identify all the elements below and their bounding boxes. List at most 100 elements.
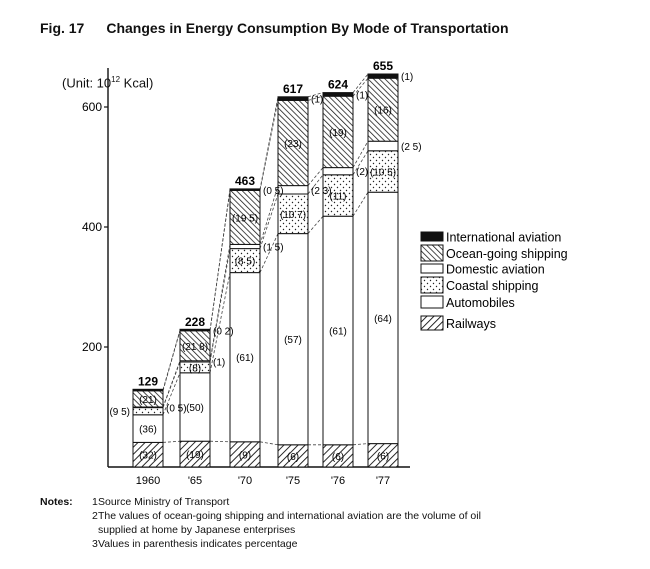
connector-line [209, 248, 231, 363]
x-tick-label: '75 [286, 475, 300, 487]
percent-label: (21) [139, 395, 157, 406]
legend-entry: International aviation [446, 231, 561, 245]
percent-label: (2 3) [311, 186, 332, 197]
connector-line [259, 185, 279, 245]
connector-line [307, 174, 324, 195]
percent-label: (19) [329, 128, 347, 139]
percent-label: (10 7) [280, 210, 306, 221]
bar-segment [367, 191, 399, 445]
notes-heading: Notes: [40, 496, 73, 508]
bar-segment [179, 330, 211, 362]
percent-label: (21 8) [182, 342, 208, 353]
bars: 129 228 463 617 624 655 [132, 59, 399, 468]
bar-segment [367, 73, 399, 79]
bar-segment [229, 189, 261, 245]
legend: International aviation Ocean-going shippi… [420, 231, 568, 331]
note-number: 1 [92, 496, 98, 508]
percent-label: (32) [139, 451, 157, 462]
bar-segment [229, 248, 261, 274]
bar-segment [132, 388, 164, 392]
legend-swatch [420, 276, 444, 294]
legend-entry: Automobiles [446, 296, 515, 310]
connector-line [162, 361, 181, 408]
bar-segment [229, 188, 261, 191]
bar-segment [179, 440, 211, 468]
legend-entry: Domestic aviation [446, 263, 545, 277]
percent-label: (8 5) [235, 257, 256, 268]
bar-segment [322, 215, 354, 446]
percent-label: (10 5) [370, 168, 396, 179]
percent-label: (50) [186, 403, 204, 414]
legend-swatch [420, 231, 444, 242]
percent-label: (8) [189, 363, 201, 374]
x-tick-label: 1960 [136, 475, 160, 487]
bar-segment [367, 77, 399, 142]
connector-lines [162, 73, 369, 446]
bar-segment [277, 96, 309, 101]
bar-segment [322, 92, 354, 97]
connector-line [162, 330, 181, 390]
y-tick-label: 200 [82, 340, 102, 354]
note-text: supplied at home by Japanese enterprises [98, 524, 296, 536]
connector-line [259, 100, 279, 191]
percent-label: (0 5) [263, 186, 284, 197]
percent-label: (0 2) [213, 327, 234, 338]
note-number: 3 [92, 538, 98, 550]
x-tick-label: '77 [376, 475, 390, 487]
bar-total-label: 228 [185, 315, 205, 329]
percent-label: (9 5) [109, 407, 130, 418]
bar-segment [132, 441, 164, 468]
percent-label: (23) [284, 139, 302, 150]
percent-label: (1) [356, 90, 368, 101]
percent-label: (36) [139, 425, 157, 436]
percent-label: (2 5) [401, 142, 422, 153]
percent-label: (64) [374, 314, 392, 325]
connector-line [259, 96, 279, 190]
unit-exponent: 12 [111, 75, 121, 84]
connector-line [352, 77, 369, 97]
figure-title: Changes in Energy Consumption By Mode of… [106, 20, 509, 36]
note-text: Source Ministry of Transport [98, 496, 230, 508]
legend-swatch [420, 244, 444, 262]
percent-label: (1) [401, 72, 413, 83]
bar-segment [132, 407, 164, 416]
percent-label: (1) [213, 357, 225, 368]
bar-segment [277, 193, 309, 235]
connector-line [162, 440, 181, 443]
bar-segment [277, 233, 309, 446]
y-tick-label: 600 [82, 100, 102, 114]
percent-label: (61) [236, 353, 254, 364]
bar-total-label: 624 [328, 78, 348, 92]
connector-line [259, 233, 279, 273]
x-tick-label: '70 [238, 475, 252, 487]
bar-total-label: 655 [373, 59, 393, 73]
legend-entry: Ocean-going shipping [446, 247, 568, 261]
axes: 200 400 600 1960 '65 '70 '75 '76 '77 [82, 68, 410, 487]
unit-suffix: Kcal) [120, 75, 154, 91]
bar-segment [229, 441, 261, 468]
percent-label: (16) [374, 106, 392, 117]
note-text: Values in parenthesis indicates percenta… [98, 538, 298, 550]
connector-line [259, 193, 279, 249]
percent-label: (1 5) [263, 243, 284, 254]
legend-swatch [420, 295, 444, 309]
bar-segment [229, 272, 261, 443]
chart-title: Fig. 17 Changes in Energy Consumption By … [40, 20, 531, 36]
bar-total-label: 129 [138, 375, 158, 389]
connector-line [259, 441, 279, 446]
percent-label: (9) [239, 450, 251, 461]
percent-label: (19 5) [232, 213, 258, 224]
x-tick-label: '65 [188, 475, 202, 487]
y-tick-label: 400 [82, 220, 102, 234]
bar-segment [277, 99, 309, 187]
percent-label: (6) [377, 451, 389, 462]
connector-line [352, 443, 369, 446]
connector-line [307, 92, 324, 98]
bar-segment [367, 140, 399, 152]
unit-prefix: (Unit: 10 [62, 75, 112, 91]
bar-segment [229, 243, 261, 250]
percent-label: (1) [311, 95, 323, 106]
figure-label: Fig. 17 [40, 20, 85, 36]
bar-segment [179, 328, 211, 332]
connector-line [307, 95, 324, 101]
